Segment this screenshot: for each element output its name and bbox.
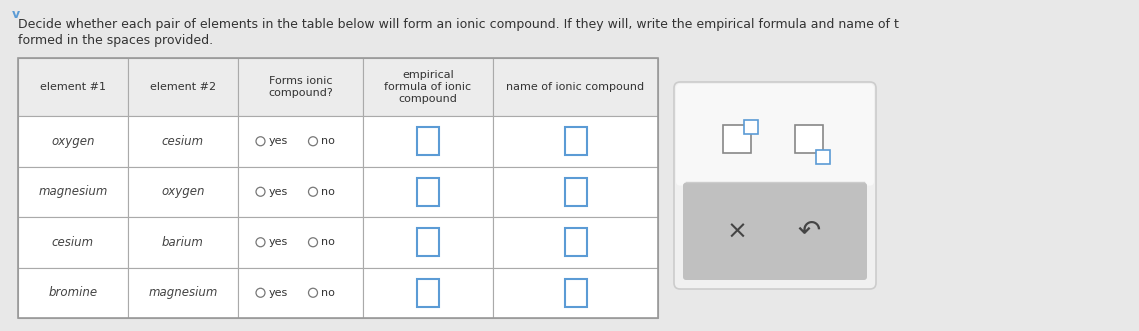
Text: no: no — [321, 237, 335, 247]
Bar — [493, 267, 658, 318]
Text: Forms ionic
compound?: Forms ionic compound? — [268, 76, 333, 98]
Bar — [18, 217, 128, 267]
Bar — [363, 166, 493, 217]
Circle shape — [256, 238, 265, 247]
Circle shape — [256, 288, 265, 297]
Bar — [565, 228, 587, 256]
Text: cesium: cesium — [162, 135, 204, 148]
Bar — [723, 125, 751, 153]
Bar — [238, 217, 363, 267]
Text: ×: × — [727, 219, 747, 243]
Text: Decide whether each pair of elements in the table below will form an ionic compo: Decide whether each pair of elements in … — [18, 18, 899, 31]
Bar — [493, 58, 658, 116]
Bar — [238, 166, 363, 217]
Bar — [363, 217, 493, 267]
Bar — [363, 116, 493, 166]
Bar — [238, 267, 363, 318]
Text: empirical
formula of ionic
compound: empirical formula of ionic compound — [385, 71, 472, 104]
Circle shape — [309, 288, 318, 297]
Bar — [565, 178, 587, 206]
Text: magnesium: magnesium — [39, 185, 108, 198]
FancyBboxPatch shape — [674, 82, 876, 289]
FancyBboxPatch shape — [683, 183, 867, 280]
Text: element #1: element #1 — [40, 82, 106, 92]
Bar — [493, 217, 658, 267]
Text: yes: yes — [269, 187, 288, 197]
Bar — [18, 58, 658, 318]
Bar — [128, 267, 238, 318]
Bar — [417, 178, 439, 206]
Text: element #2: element #2 — [150, 82, 216, 92]
Bar — [238, 116, 363, 166]
Bar — [128, 58, 238, 116]
Circle shape — [309, 238, 318, 247]
Bar — [817, 150, 830, 164]
Bar — [493, 116, 658, 166]
Text: v: v — [13, 8, 21, 21]
Text: yes: yes — [269, 136, 288, 146]
Bar — [417, 279, 439, 307]
Text: cesium: cesium — [52, 236, 95, 249]
Text: formed in the spaces provided.: formed in the spaces provided. — [18, 34, 213, 47]
Text: ↶: ↶ — [797, 217, 821, 245]
Text: name of ionic compound: name of ionic compound — [507, 82, 645, 92]
Bar — [363, 267, 493, 318]
Bar — [744, 120, 757, 134]
Text: bromine: bromine — [49, 286, 98, 299]
Bar — [128, 217, 238, 267]
Text: no: no — [321, 187, 335, 197]
Text: no: no — [321, 136, 335, 146]
Bar — [18, 166, 128, 217]
Bar — [417, 228, 439, 256]
Bar — [363, 58, 493, 116]
Bar — [18, 116, 128, 166]
Bar — [565, 127, 587, 155]
Text: barium: barium — [162, 236, 204, 249]
Text: magnesium: magnesium — [148, 286, 218, 299]
Bar — [795, 125, 823, 153]
Bar — [128, 116, 238, 166]
Bar — [128, 166, 238, 217]
Circle shape — [309, 187, 318, 196]
Bar — [417, 127, 439, 155]
Text: no: no — [321, 288, 335, 298]
Bar — [565, 279, 587, 307]
Bar — [18, 267, 128, 318]
Text: yes: yes — [269, 237, 288, 247]
Text: oxygen: oxygen — [51, 135, 95, 148]
Bar — [238, 58, 363, 116]
Text: yes: yes — [269, 288, 288, 298]
Circle shape — [256, 137, 265, 146]
Circle shape — [309, 137, 318, 146]
Bar — [493, 166, 658, 217]
Bar — [18, 58, 128, 116]
FancyBboxPatch shape — [677, 84, 874, 186]
Text: oxygen: oxygen — [162, 185, 205, 198]
Circle shape — [256, 187, 265, 196]
